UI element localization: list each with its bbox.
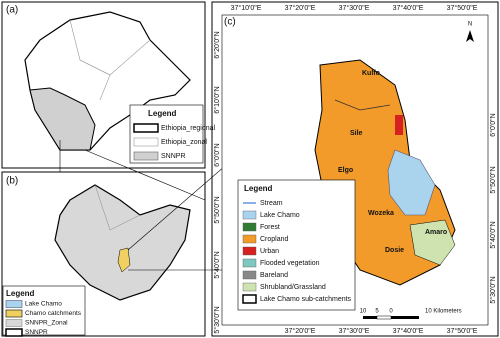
panel-label: (a) — [6, 5, 18, 16]
right-tick: 5°30'0"N — [489, 276, 497, 303]
legend-swatch — [5, 328, 23, 337]
right-tick: 5°50'0"N — [489, 166, 497, 193]
panel-b-frame — [1, 171, 206, 337]
legend-swatch — [5, 300, 23, 308]
urban — [395, 115, 403, 135]
snnpr-region — [29, 87, 96, 151]
legend-item: SNNPR — [25, 329, 48, 336]
left-tick: 5°30'0"N — [213, 306, 221, 333]
zonal-line — [79, 59, 111, 76]
scale-label: 0 — [389, 309, 393, 315]
top-tick: 37°20'0"E — [285, 4, 316, 12]
legend-swatch — [133, 137, 159, 147]
legend-swatch — [133, 123, 159, 133]
legend-c-box — [237, 179, 356, 311]
bottom-tick: 37°40'0"E — [393, 327, 424, 335]
legend-swatch — [5, 319, 23, 327]
legend-swatch — [242, 210, 257, 220]
legend-item: Shrubland/Grassland — [260, 284, 326, 291]
panel-label: (b) — [6, 176, 18, 187]
zonal-line — [99, 74, 111, 101]
scale-seg — [391, 316, 419, 319]
scale-seg — [363, 316, 377, 319]
legend-item: Cropland — [260, 236, 289, 243]
bottom-tick: 37°30'0"E — [339, 327, 370, 335]
place-label: Kulfo — [362, 70, 380, 77]
right-tick: 6°0'0"N — [489, 113, 497, 136]
top-tick: 37°30'0"E — [339, 4, 370, 12]
legend-item: Ethiopia_regional — [161, 125, 216, 132]
north-arrow — [466, 30, 474, 42]
legend-item: Forest — [260, 224, 280, 231]
legend-swatch — [242, 222, 257, 232]
left-tick: 6°20'0"N — [213, 31, 221, 58]
connector — [84, 149, 206, 201]
legend-item: SNNPR — [161, 153, 186, 160]
left-tick: 6°10'0"N — [213, 86, 221, 113]
top-tick: 37°10'0"E — [231, 4, 262, 12]
legend-item: Flooded vegetation — [260, 260, 320, 267]
legend-item: Chamo catchments — [25, 310, 82, 317]
legend-item: Ethiopia_zonal — [161, 139, 207, 146]
place-label: Amaro — [425, 229, 447, 236]
north-label: N — [468, 22, 472, 28]
legend-swatch — [242, 282, 257, 292]
legend-swatch — [242, 294, 257, 304]
sub-catchment-lines — [334, 99, 391, 111]
legend-swatch — [5, 309, 23, 318]
legend-title: Legend — [6, 289, 35, 298]
shrubland — [409, 219, 456, 266]
legend-item: Stream — [260, 200, 283, 207]
legend-item: Lake Chamo — [260, 212, 300, 219]
legend-swatch — [242, 246, 257, 256]
place-label: Elgo — [338, 167, 353, 174]
legend-swatch — [242, 234, 257, 244]
legend-title: Legend — [148, 109, 177, 118]
legend-item: Urban — [260, 248, 279, 255]
bottom-tick: 37°20'0"E — [285, 327, 316, 335]
scale-label: 10 — [360, 309, 367, 315]
top-tick: 37°40'0"E — [393, 4, 424, 12]
legend-item: SNNPR_Zonal — [25, 320, 68, 327]
snnpr-outline — [54, 184, 191, 301]
place-label: Dosie — [385, 247, 404, 254]
lake-chamo — [387, 149, 436, 216]
left-tick: 6°0'0"N — [213, 143, 221, 166]
legend-item: Lake Chamo sub-catchments — [260, 296, 352, 303]
legend-title: Legend — [244, 184, 273, 193]
panel-a-frame — [1, 1, 206, 169]
legend-swatch — [242, 258, 257, 268]
legend-item: Lake Chamo — [25, 301, 62, 308]
zonal-lines — [94, 184, 141, 231]
right-tick: 5°40'0"N — [489, 221, 497, 248]
place-label: Sile — [350, 130, 363, 137]
scale-label: 10 Kilometers — [425, 309, 462, 315]
legend-swatch — [242, 270, 257, 280]
legend-swatch — [133, 151, 159, 161]
scale-seg — [376, 315, 392, 320]
bottom-tick: 37°50'0"E — [447, 327, 478, 335]
place-label: Wozeka — [368, 210, 394, 217]
left-tick: 5°40'0"N — [213, 251, 221, 278]
scale-bar — [363, 315, 419, 320]
panel-label: (c) — [224, 17, 236, 28]
scale-label: 5 — [375, 309, 379, 315]
left-tick: 5°50'0"N — [213, 196, 221, 223]
legend-item: Bareland — [260, 272, 288, 279]
chamo-catchment — [117, 247, 131, 273]
top-tick: 37°50'0"E — [447, 4, 478, 12]
panel-c-frame — [211, 1, 499, 337]
